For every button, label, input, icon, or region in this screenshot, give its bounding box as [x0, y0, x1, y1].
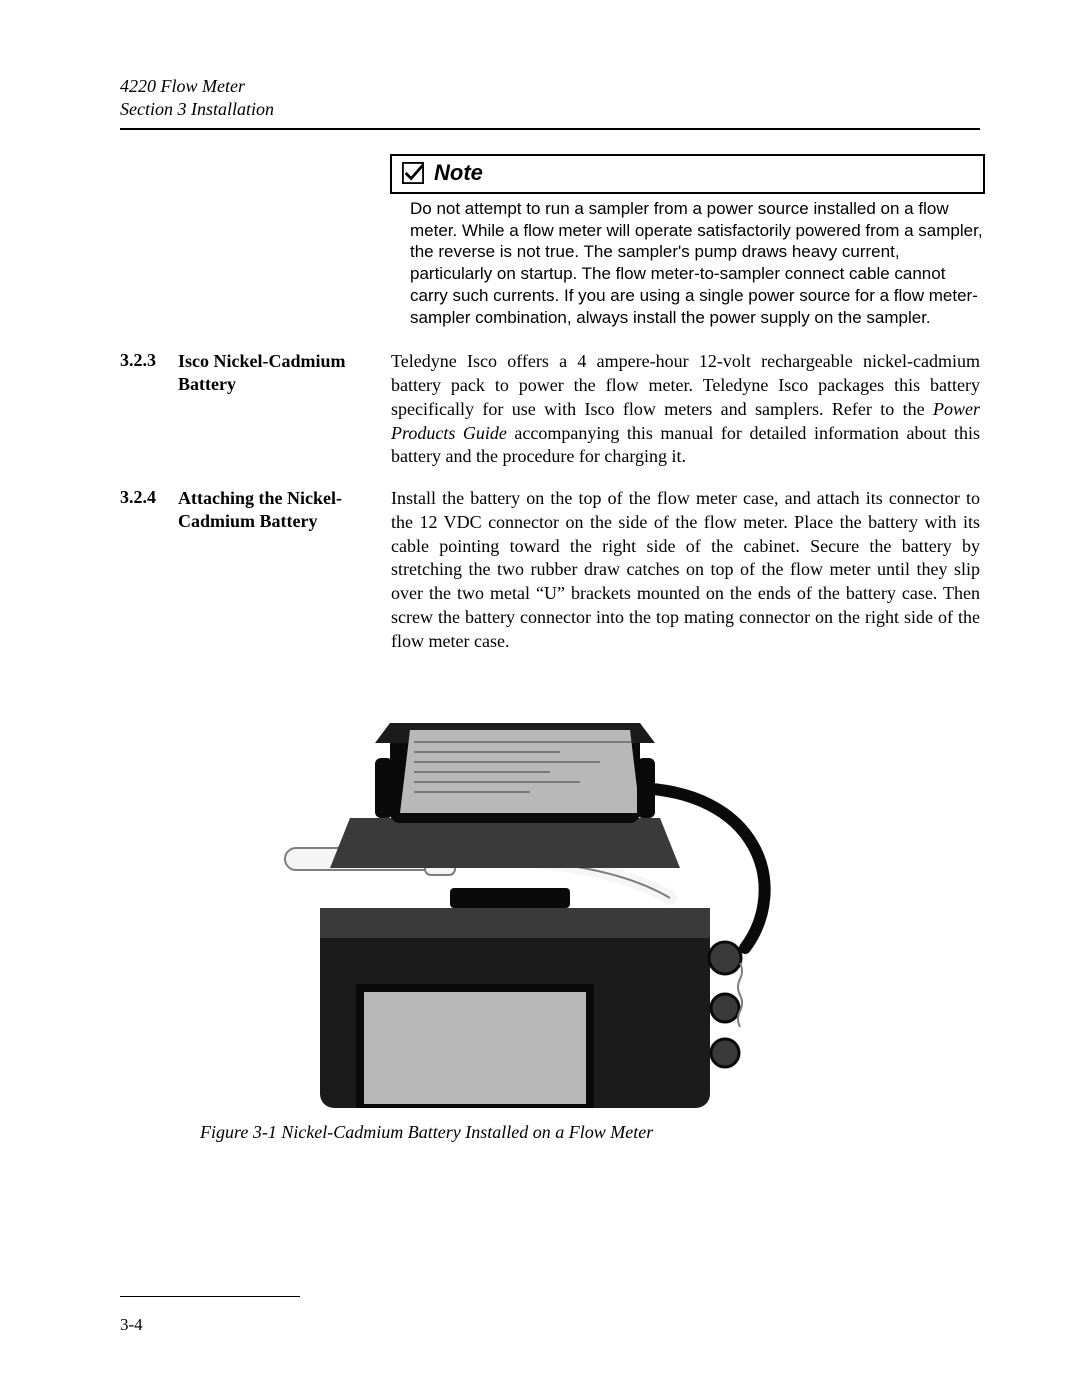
- body-text-pre: Teledyne Isco offers a 4 ampere-hour 12-…: [391, 351, 980, 419]
- section-3-2-3: 3.2.3 Isco Nickel-Cadmium Battery Teledy…: [120, 350, 980, 469]
- note-label: Note: [434, 160, 483, 186]
- doc-title: 4220 Flow Meter: [120, 75, 980, 98]
- check-icon: [402, 162, 424, 184]
- manual-page: 4220 Flow Meter Section 3 Installation N…: [0, 0, 1080, 1397]
- page-number: 3-4: [120, 1315, 143, 1335]
- running-head: 4220 Flow Meter Section 3 Installation: [120, 75, 980, 122]
- section-body: Teledyne Isco offers a 4 ampere-hour 12-…: [391, 350, 980, 469]
- section-body: Install the battery on the top of the fl…: [391, 487, 980, 653]
- figure-caption: Figure 3-1 Nickel-Cadmium Battery Instal…: [200, 1122, 840, 1143]
- figure-3-1: Figure 3-1 Nickel-Cadmium Battery Instal…: [200, 698, 840, 1143]
- section-number: 3.2.4: [120, 487, 178, 508]
- section-heading: Isco Nickel-Cadmium Battery: [178, 350, 391, 395]
- section-number: 3.2.3: [120, 350, 178, 371]
- section-heading: Attaching the Nickel-Cadmium Battery: [178, 487, 391, 532]
- section-title: Section 3 Installation: [120, 98, 980, 121]
- flow-meter-illustration: [200, 698, 810, 1108]
- note-body: Do not attempt to run a sampler from a p…: [410, 198, 985, 329]
- body-text-pre: Install the battery on the top of the fl…: [391, 488, 980, 651]
- section-3-2-4: 3.2.4 Attaching the Nickel-Cadmium Batte…: [120, 487, 980, 653]
- footer-rule: [120, 1296, 300, 1297]
- header-rule: [120, 128, 980, 130]
- note-box: Note: [390, 154, 985, 194]
